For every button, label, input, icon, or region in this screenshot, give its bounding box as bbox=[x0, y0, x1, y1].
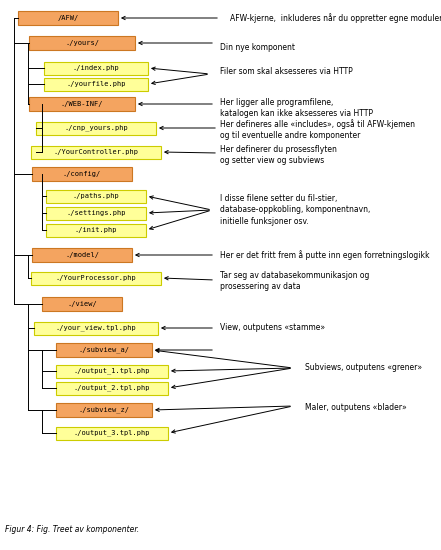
Bar bbox=[34, 322, 158, 334]
Text: Tar seg av databasekommunikasjon og
prosessering av data: Tar seg av databasekommunikasjon og pros… bbox=[220, 271, 370, 291]
Text: ./settings.php: ./settings.php bbox=[66, 210, 126, 216]
Text: Figur 4: Fig. Treet av komponenter.: Figur 4: Fig. Treet av komponenter. bbox=[5, 525, 139, 535]
Bar bbox=[46, 190, 146, 202]
Text: AFW-kjerne,  inkluderes når du oppretter egne moduler: AFW-kjerne, inkluderes når du oppretter … bbox=[230, 13, 441, 23]
Text: Her definerer du prosessflyten
og setter view og subviews: Her definerer du prosessflyten og setter… bbox=[220, 145, 337, 165]
Text: ./yourfile.php: ./yourfile.php bbox=[66, 81, 126, 87]
Text: ./init.php: ./init.php bbox=[75, 227, 117, 233]
Bar bbox=[56, 343, 152, 357]
Text: ./view/: ./view/ bbox=[67, 301, 97, 307]
Bar bbox=[46, 223, 146, 236]
Text: ./output_3.tpl.php: ./output_3.tpl.php bbox=[74, 430, 150, 436]
Text: ./model/: ./model/ bbox=[65, 252, 99, 258]
Bar bbox=[29, 36, 135, 50]
Text: View, outputens «stamme»: View, outputens «stamme» bbox=[220, 323, 325, 333]
Text: ./WEB-INF/: ./WEB-INF/ bbox=[61, 101, 103, 107]
Text: I disse filene setter du fil-stier,
database-oppkobling, komponentnavn,
initiell: I disse filene setter du fil-stier, data… bbox=[220, 194, 370, 225]
Text: Her defineres alle «includes», også til AFW-kjemen
og til eventuelle andre kompo: Her defineres alle «includes», også til … bbox=[220, 119, 415, 140]
Text: ./your_view.tpl.php: ./your_view.tpl.php bbox=[56, 324, 136, 331]
Text: /AFW/: /AFW/ bbox=[57, 15, 78, 21]
Bar bbox=[56, 365, 168, 377]
Text: Filer som skal aksesseres via HTTP: Filer som skal aksesseres via HTTP bbox=[220, 68, 353, 76]
Text: ./YourController.php: ./YourController.php bbox=[53, 149, 138, 155]
Text: ./YourProcessor.php: ./YourProcessor.php bbox=[56, 275, 136, 281]
Text: ./yours/: ./yours/ bbox=[65, 40, 99, 46]
Text: ./subview_a/: ./subview_a/ bbox=[78, 346, 130, 353]
Text: ./output_1.tpl.php: ./output_1.tpl.php bbox=[74, 368, 150, 375]
Text: ./subview_z/: ./subview_z/ bbox=[78, 406, 130, 413]
Text: Her ligger alle programfilene,
katalogen kan ikke aksesseres via HTTP: Her ligger alle programfilene, katalogen… bbox=[220, 98, 373, 118]
Bar bbox=[44, 62, 148, 74]
Bar bbox=[56, 426, 168, 439]
Text: Subviews, outputens «grener»: Subviews, outputens «grener» bbox=[305, 364, 422, 372]
Bar bbox=[31, 146, 161, 158]
Text: ./index.php: ./index.php bbox=[73, 65, 120, 71]
Bar bbox=[32, 167, 132, 181]
Bar bbox=[29, 97, 135, 111]
Text: ./paths.php: ./paths.php bbox=[73, 193, 120, 199]
Bar bbox=[18, 11, 118, 25]
Bar bbox=[31, 272, 161, 284]
Bar bbox=[42, 297, 122, 311]
Bar bbox=[32, 248, 132, 262]
Bar bbox=[36, 122, 156, 135]
Bar bbox=[56, 403, 152, 417]
Text: Maler, outputens «blader»: Maler, outputens «blader» bbox=[305, 404, 407, 412]
Text: ./output_2.tpl.php: ./output_2.tpl.php bbox=[74, 384, 150, 391]
Bar bbox=[46, 206, 146, 219]
Text: ./cnp_yours.php: ./cnp_yours.php bbox=[64, 125, 128, 131]
Text: Din nye komponent: Din nye komponent bbox=[220, 43, 295, 52]
Bar bbox=[56, 382, 168, 394]
Text: Her er det fritt frem å putte inn egen forretningslogikk: Her er det fritt frem å putte inn egen f… bbox=[220, 250, 430, 260]
Text: ./config/: ./config/ bbox=[63, 171, 101, 177]
Bar bbox=[44, 78, 148, 91]
